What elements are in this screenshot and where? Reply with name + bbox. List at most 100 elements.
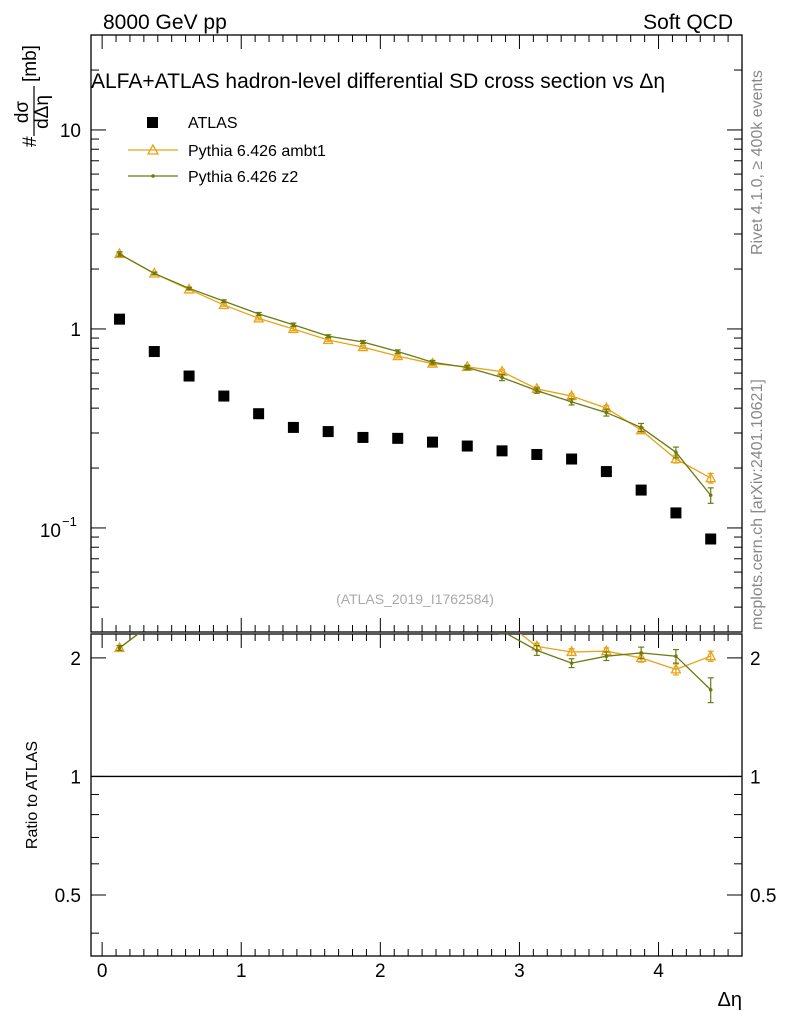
x-tick-label: 1 xyxy=(236,961,247,982)
ambt1-point xyxy=(392,349,404,361)
z2-point xyxy=(187,286,191,291)
ratio-axis-label: Ratio to ATLAS xyxy=(24,741,41,849)
z2-ratio-point xyxy=(708,687,713,692)
header-right: Soft QCD xyxy=(643,11,733,34)
y-tick-label-1: 1 xyxy=(70,320,81,341)
legend: ATLAS Pythia 6.426 ambt1 Pythia 6.426 z2 xyxy=(128,115,326,186)
z2-point xyxy=(361,340,365,344)
atlas-point xyxy=(218,390,230,402)
ambt1-point xyxy=(253,311,265,323)
atlas-point xyxy=(426,436,438,448)
z2-ratio-point xyxy=(535,648,539,653)
z2-point xyxy=(430,360,435,365)
atlas-point xyxy=(670,507,682,519)
z2-point xyxy=(639,425,643,430)
z2-point xyxy=(674,450,678,455)
ambt1-ratio-point xyxy=(566,645,578,657)
ratio-tick-label-right: 0.5 xyxy=(750,886,776,907)
z2-ratio-point xyxy=(674,654,678,659)
z2-point xyxy=(222,299,226,303)
legend-marker-atlas xyxy=(147,117,158,128)
y-tick-label-exponent: −1 xyxy=(62,514,77,529)
x-axis-label: Δη xyxy=(718,989,742,1011)
ratio-tick-label-right: 2 xyxy=(750,649,761,670)
x-tick-label: 0 xyxy=(97,961,108,982)
ratio-plot-frame xyxy=(90,633,743,957)
y-axis-label-denominator: dΔη xyxy=(32,95,53,129)
atlas-point xyxy=(496,445,508,457)
atlas-point xyxy=(566,453,578,465)
z2-point xyxy=(465,365,470,370)
x-tick-label: 4 xyxy=(653,961,664,982)
z2-ratio-point xyxy=(639,651,643,655)
ambt1-point xyxy=(113,247,126,259)
atlas-point xyxy=(461,440,473,452)
main-series-layer xyxy=(113,247,717,545)
atlas-point xyxy=(148,346,160,358)
z2-ratio-point xyxy=(604,654,609,659)
header-left: 8000 GeV pp xyxy=(103,11,227,34)
ambt1-ratio-point xyxy=(113,641,126,653)
ambt1-ratio-line xyxy=(119,634,711,671)
ratio-tick-label-right: 1 xyxy=(750,767,761,788)
y-axis-label: # dσ dΔη [mb] xyxy=(12,45,53,147)
atlas-point xyxy=(705,533,717,545)
chart-title: ALFA+ATLAS hadron-level differential SD … xyxy=(91,70,665,93)
y-axis-label-prefix: # xyxy=(20,136,41,147)
ratio-series-layer xyxy=(113,634,717,704)
ambt1-point xyxy=(287,322,299,334)
y-axis-label-numerator: dσ xyxy=(12,101,33,124)
ambt1-ratio-point xyxy=(705,649,717,661)
z2-point xyxy=(117,252,122,256)
z2-ratio-point xyxy=(117,646,122,650)
y-tick-label-10: 10 xyxy=(60,121,81,142)
ambt1-point xyxy=(218,298,230,310)
z2-point xyxy=(500,375,504,380)
legend-label-ambt1: Pythia 6.426 ambt1 xyxy=(188,143,326,160)
atlas-point xyxy=(322,426,334,438)
atlas-point xyxy=(183,370,195,382)
atlas-point xyxy=(357,431,369,443)
atlas-point xyxy=(531,448,543,460)
atlas-point xyxy=(253,408,265,420)
z2-point xyxy=(326,334,330,338)
z2-point xyxy=(395,349,400,354)
z2-ratio-line xyxy=(119,634,712,691)
legend-label-z2: Pythia 6.426 z2 xyxy=(188,169,298,186)
legend-marker-z2 xyxy=(151,174,155,178)
atlas-point xyxy=(114,313,126,325)
ambt1-line xyxy=(119,253,712,479)
ambt1-point xyxy=(322,333,334,345)
ambt1-point xyxy=(357,340,369,352)
atlas-point xyxy=(287,421,299,433)
z2-point xyxy=(604,410,609,415)
y-tick-label-0.1: 10 xyxy=(40,521,61,542)
ambt1-point xyxy=(705,471,717,483)
z2-point xyxy=(569,400,574,404)
atlas-point xyxy=(635,484,647,496)
x-tick-label: 3 xyxy=(514,961,525,982)
legend-marker-ambt1 xyxy=(146,143,160,155)
ratio-tick-label: 0.5 xyxy=(55,886,81,907)
z2-ratio-point xyxy=(569,661,574,665)
y-axis-label-unit: [mb] xyxy=(20,45,41,82)
ratio-tick-label: 2 xyxy=(70,649,81,670)
ambt1-ratio-point xyxy=(635,651,647,663)
atlas-point xyxy=(392,432,404,444)
atlas-point xyxy=(600,466,612,478)
z2-point xyxy=(152,271,157,276)
side-label-top: Rivet 4.1.0, ≥ 400k events xyxy=(749,70,766,255)
z2-point xyxy=(291,322,296,327)
analysis-watermark: (ATLAS_2019_I1762584) xyxy=(336,591,494,607)
main-plot-frame xyxy=(90,34,743,633)
z2-point xyxy=(708,493,713,498)
side-label-bottom: mcplots.cern.ch [arXiv:2401.10621] xyxy=(749,379,766,630)
z2-line xyxy=(119,253,712,496)
z2-point xyxy=(535,388,539,393)
legend-label-atlas: ATLAS xyxy=(188,115,238,132)
x-tick-label: 2 xyxy=(375,961,386,982)
ratio-tick-label: 1 xyxy=(70,767,81,788)
